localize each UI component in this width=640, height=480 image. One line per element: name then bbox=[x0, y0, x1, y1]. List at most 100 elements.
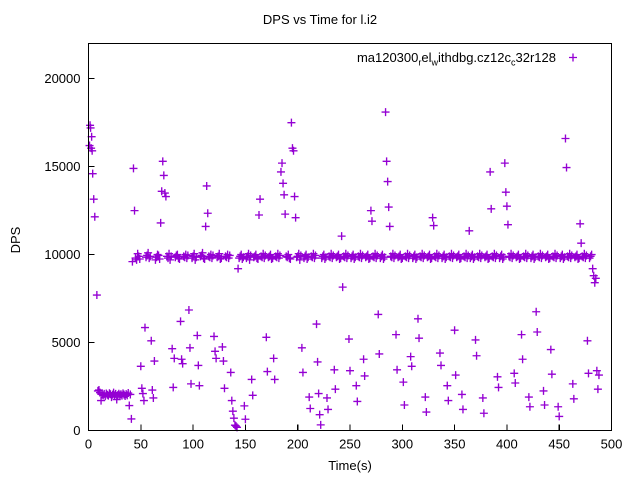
data-point bbox=[290, 192, 299, 201]
data-point bbox=[200, 254, 209, 263]
data-point bbox=[379, 254, 388, 263]
data-point bbox=[380, 253, 389, 262]
data-point bbox=[252, 254, 261, 263]
data-point bbox=[352, 381, 361, 390]
data-point bbox=[184, 306, 193, 315]
data-point bbox=[276, 167, 285, 176]
data-point bbox=[198, 248, 207, 257]
data-point bbox=[291, 213, 300, 222]
data-point bbox=[202, 181, 211, 190]
data-point bbox=[592, 366, 601, 375]
data-point bbox=[584, 369, 593, 378]
data-point bbox=[159, 171, 168, 180]
data-point bbox=[525, 402, 534, 411]
data-point bbox=[295, 255, 304, 264]
y-tick-label: 5000 bbox=[52, 335, 81, 350]
data-point bbox=[281, 210, 290, 219]
data-point bbox=[437, 361, 446, 370]
data-point bbox=[92, 291, 101, 300]
data-point bbox=[263, 367, 272, 376]
x-axis-label: Time(s) bbox=[328, 458, 372, 473]
data-point bbox=[145, 254, 154, 263]
data-point bbox=[126, 390, 135, 399]
x-tick-label: 450 bbox=[548, 437, 570, 452]
data-point bbox=[306, 404, 315, 413]
data-point bbox=[364, 254, 373, 263]
data-point bbox=[254, 211, 263, 220]
data-point bbox=[407, 362, 416, 371]
data-point bbox=[457, 390, 466, 399]
data-point bbox=[238, 254, 247, 263]
data-point bbox=[169, 383, 178, 392]
x-tick-label: 300 bbox=[391, 437, 413, 452]
data-point bbox=[385, 222, 394, 231]
data-point bbox=[381, 108, 390, 117]
data-point bbox=[88, 146, 97, 155]
data-point bbox=[234, 264, 243, 273]
data-point bbox=[298, 368, 307, 377]
data-point bbox=[267, 254, 276, 263]
data-point bbox=[227, 396, 236, 405]
data-point bbox=[546, 345, 555, 354]
data-point bbox=[229, 414, 238, 423]
data-point bbox=[194, 361, 203, 370]
data-point bbox=[270, 375, 279, 384]
data-point bbox=[241, 415, 250, 424]
x-tick-label: 400 bbox=[496, 437, 518, 452]
data-point bbox=[337, 232, 346, 241]
data-point bbox=[170, 354, 179, 363]
data-point bbox=[284, 250, 293, 259]
data-point bbox=[149, 393, 158, 402]
data-point bbox=[502, 202, 511, 211]
data-point bbox=[185, 343, 194, 352]
data-point bbox=[518, 355, 527, 364]
data-point bbox=[275, 251, 284, 260]
data-point bbox=[530, 254, 539, 263]
data-point bbox=[228, 407, 237, 416]
data-point bbox=[137, 384, 146, 393]
y-tick-label: 0 bbox=[73, 423, 80, 438]
data-point bbox=[312, 320, 321, 329]
data-point bbox=[262, 333, 271, 342]
x-axis-ticks: 0 50 100 150 200 250 300 350 400 450 500 bbox=[85, 424, 622, 452]
data-point bbox=[286, 254, 295, 263]
data-point bbox=[360, 371, 369, 380]
data-point bbox=[88, 169, 97, 178]
x-tick-label: 200 bbox=[287, 437, 309, 452]
y-axis-label: DPS bbox=[8, 226, 23, 253]
data-point bbox=[136, 362, 145, 371]
data-point bbox=[183, 251, 192, 260]
data-point bbox=[256, 195, 265, 204]
data-point bbox=[147, 336, 156, 345]
data-point bbox=[166, 255, 175, 264]
data-point bbox=[97, 396, 106, 405]
data-point bbox=[421, 393, 430, 402]
data-point bbox=[154, 251, 163, 260]
data-point bbox=[177, 355, 186, 364]
data-point bbox=[574, 254, 583, 263]
data-point bbox=[532, 307, 541, 316]
data-point bbox=[590, 278, 599, 287]
data-point bbox=[413, 314, 422, 323]
data-point bbox=[158, 157, 167, 166]
data-point bbox=[311, 251, 320, 260]
data-point bbox=[146, 252, 155, 261]
data-point bbox=[139, 396, 148, 405]
data-point bbox=[175, 254, 184, 263]
data-point bbox=[444, 396, 453, 405]
data-point bbox=[240, 401, 249, 410]
data-point bbox=[415, 334, 424, 343]
data-point bbox=[303, 254, 312, 263]
data-point bbox=[344, 335, 353, 344]
data-point bbox=[577, 239, 586, 248]
x-tick-label: 0 bbox=[85, 437, 92, 452]
data-point bbox=[148, 386, 157, 395]
chart-title: DPS vs Time for l.i2 bbox=[263, 12, 377, 27]
data-point bbox=[155, 254, 164, 263]
legend-series-label: ma120300relwithdbg.cz12cc32r128 bbox=[357, 50, 556, 68]
data-point bbox=[547, 370, 556, 379]
data-point bbox=[269, 354, 278, 363]
data-point bbox=[429, 221, 438, 230]
data-point bbox=[451, 371, 460, 380]
